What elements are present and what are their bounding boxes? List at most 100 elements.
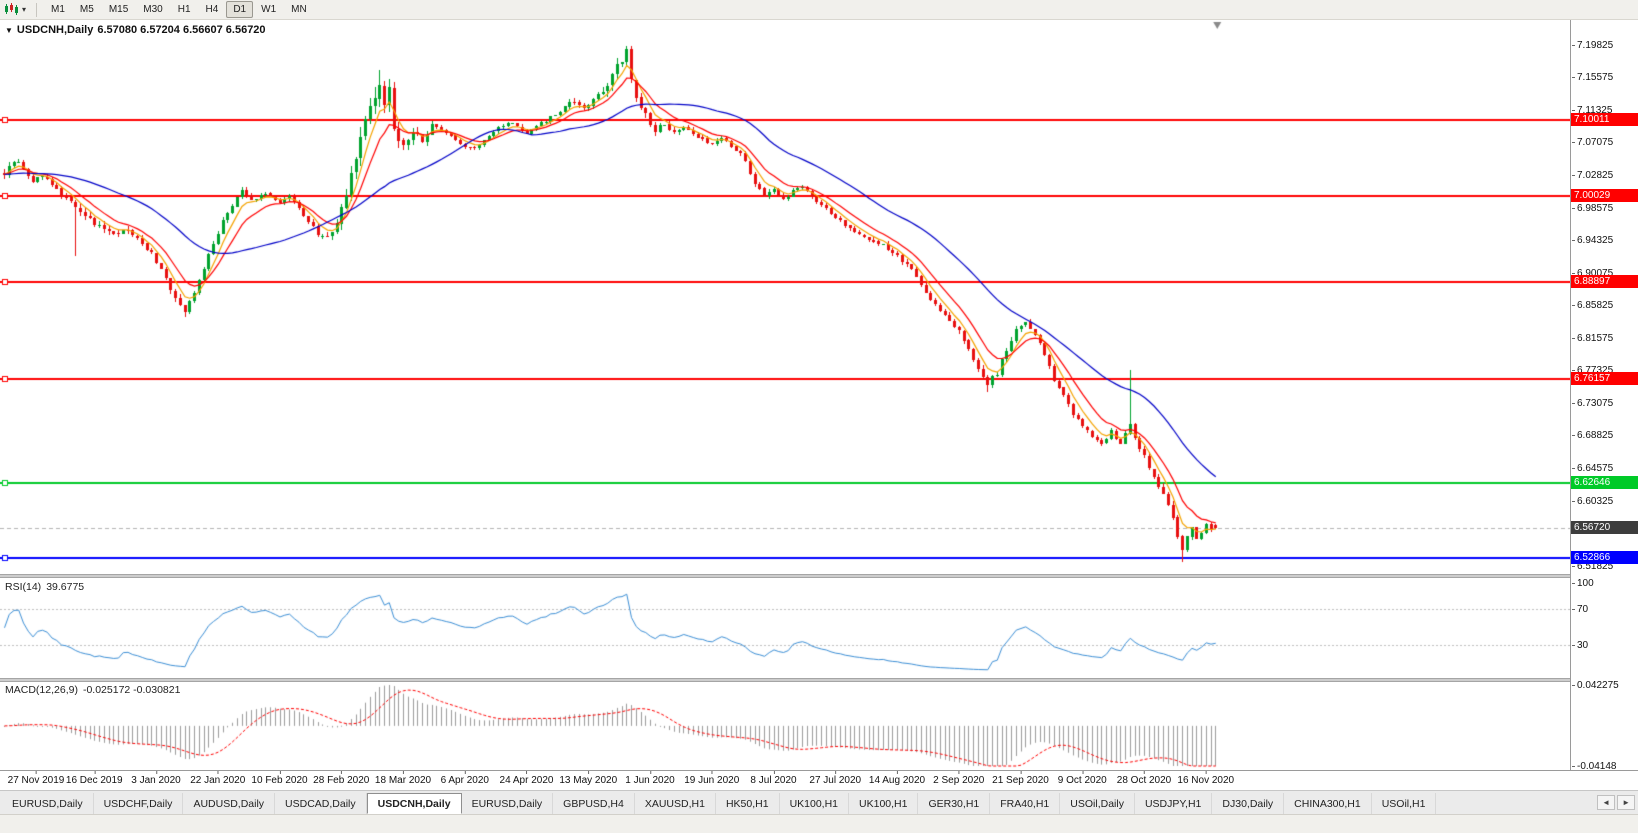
timeframe-button-m5[interactable]: M5: [79, 4, 94, 15]
current-price-badge: 6.56720: [1571, 521, 1638, 535]
timeframe-button-w1[interactable]: W1: [261, 4, 277, 15]
chart-tab-ger30-h1[interactable]: GER30,H1: [918, 793, 991, 814]
timeframe-button-m30[interactable]: M30: [143, 4, 163, 15]
date-axis-label: 18 Mar 2020: [374, 771, 432, 786]
macd-axis-label: 0.042275: [1572, 680, 1619, 691]
rsi-indicator-label: RSI(14) 39.6775: [5, 581, 89, 593]
price-axis-label: 7.15575: [1571, 72, 1614, 84]
date-axis-label: 24 Apr 2020: [499, 771, 554, 786]
price-axis-label: 7.07075: [1571, 137, 1614, 149]
timeframe-button-m1[interactable]: M1: [51, 4, 65, 15]
price-axis-label: 7.02825: [1571, 170, 1614, 181]
timeframe-button-h1[interactable]: H1: [177, 4, 191, 15]
rsi-axis-label: 100: [1572, 578, 1594, 589]
date-axis-label: 13 May 2020: [559, 771, 618, 786]
timeframe-button-h4[interactable]: H4: [205, 4, 219, 15]
macd-indicator-label: MACD(12,26,9) -0.025172 -0.030821: [5, 684, 185, 696]
toolbar-separator: [36, 2, 38, 17]
date-axis-label: 2 Sep 2020: [933, 771, 985, 786]
timeframe-button-d1[interactable]: D1: [226, 1, 254, 18]
price-axis-label: 6.73075: [1571, 397, 1614, 409]
date-axis[interactable]: 27 Nov 2019 16 Dec 2019 3 Jan 2020 22 Jan 2…: [0, 770, 1638, 790]
date-axis-label: 3 Jan 2020: [131, 771, 181, 786]
chart-tab-dj30-daily[interactable]: DJ30,Daily: [1212, 793, 1285, 814]
level-price-badge: 6.88897: [1571, 274, 1638, 288]
macd-values: -0.025172 -0.030821: [82, 684, 181, 696]
panel-splitter-rsi[interactable]: [0, 574, 1638, 578]
tab-scroll-buttons: ◄ ►: [1594, 791, 1638, 813]
date-axis-label: 16 Nov 2020: [1177, 771, 1235, 786]
chart-tab-usdchf-daily[interactable]: USDCHF,Daily: [94, 793, 184, 814]
chart-tab-fra40-h1[interactable]: FRA40,H1: [990, 793, 1061, 814]
price-chart-canvas[interactable]: [0, 20, 1570, 770]
date-axis-label: 1 Jun 2020: [625, 771, 675, 786]
chart-symbol-period: USDCNH,Daily: [16, 24, 94, 36]
date-axis-label: 19 Jun 2020: [684, 771, 740, 786]
chart-tab-usdcnh-daily[interactable]: USDCNH,Daily: [366, 793, 462, 814]
timeframe-button-mn[interactable]: MN: [291, 4, 307, 15]
chart-tab-usdjpy-h1[interactable]: USDJPY,H1: [1135, 793, 1213, 814]
level-price-badge: 7.10011: [1571, 112, 1638, 126]
rsi-value: 39.6775: [46, 581, 85, 593]
level-price-badge: 6.52866: [1571, 550, 1638, 564]
tab-scroll-right-icon[interactable]: ►: [1617, 794, 1635, 810]
chart-tab-eurusd-daily[interactable]: EURUSD,Daily: [2, 793, 94, 814]
date-axis-label: 6 Apr 2020: [440, 771, 489, 786]
chart-tab-xauusd-h1[interactable]: XAUUSD,H1: [635, 793, 716, 814]
timeframe-buttons: M1 M5 M15 M30 H1 H4 D1 W1 MN: [44, 1, 314, 18]
level-price-badge: 7.00029: [1571, 189, 1638, 203]
price-axis-label: 7.19825: [1571, 39, 1614, 51]
date-axis-label: 21 Sep 2020: [992, 771, 1049, 786]
chart-ohlc-values: 6.57080 6.57204 6.56607 6.56720: [97, 24, 266, 36]
macd-axis-label: -0.04148: [1571, 761, 1617, 772]
date-axis-label: 8 Jul 2020: [750, 771, 797, 786]
chart-type-dropdown-icon[interactable]: ▾: [22, 5, 27, 14]
date-axis-label: 9 Oct 2020: [1057, 771, 1107, 786]
chart-tab-eurusd-daily[interactable]: EURUSD,Daily: [462, 793, 554, 814]
price-axis[interactable]: 7.19825 7.15575 7.11325 7.07075 7.02825 6.985…: [1570, 20, 1638, 772]
price-axis-label: 6.68825: [1571, 430, 1614, 442]
date-axis-label: 10 Feb 2020: [251, 771, 308, 786]
rsi-axis-label: 70: [1571, 604, 1589, 616]
price-axis-label: 6.60325: [1571, 495, 1614, 507]
chart-tab-hk50-h1[interactable]: HK50,H1: [716, 793, 780, 814]
date-axis-label: 27 Nov 2019: [7, 771, 65, 786]
timeframe-button-m15[interactable]: M15: [108, 4, 129, 15]
date-axis-label: 16 Dec 2019: [65, 771, 123, 786]
panel-splitter-macd[interactable]: [0, 678, 1638, 682]
price-axis-label: 6.81575: [1571, 332, 1614, 344]
price-axis-label: 7.11325: [1571, 104, 1613, 116]
date-axis-label: 28 Feb 2020: [313, 771, 370, 786]
date-axis-label: 28 Oct 2020: [1116, 771, 1172, 786]
price-axis-label: 6.90075: [1571, 267, 1614, 279]
rsi-label: RSI(14): [5, 581, 42, 593]
chart-tab-usdcad-daily[interactable]: USDCAD,Daily: [275, 793, 367, 814]
chart-tab-usoil-daily[interactable]: USOil,Daily: [1060, 793, 1135, 814]
chart-tab-china300-h1[interactable]: CHINA300,H1: [1284, 793, 1372, 814]
candlestick-chart-icon[interactable]: [4, 3, 19, 16]
level-price-badge: 6.62646: [1571, 475, 1638, 489]
price-axis-label: 6.64575: [1571, 463, 1614, 475]
chart-legend: ▼ USDCNH,Daily 6.57080 6.57204 6.56607 6.5…: [5, 24, 270, 36]
chart-tab-uk100-h1[interactable]: UK100,H1: [780, 793, 850, 814]
chart-tab-usoil-h1[interactable]: USOil,H1: [1372, 793, 1437, 814]
chart-tab-uk100-h1[interactable]: UK100,H1: [849, 793, 919, 814]
chart-tab-audusd-daily[interactable]: AUDUSD,Daily: [183, 793, 276, 814]
date-axis-label: 22 Jan 2020: [190, 771, 246, 786]
chart-tabs-bar: EURUSD,Daily USDCHF,Daily AUDUSD,Daily USDC…: [0, 790, 1638, 814]
tab-scroll-left-icon[interactable]: ◄: [1597, 794, 1616, 810]
rsi-axis-label: 30: [1571, 639, 1589, 651]
date-axis-label: 14 Aug 2020: [868, 771, 926, 786]
chart-toolbar: ▾ M1 M5 M15 M30 H1 H4 D1 W1 MN: [0, 0, 1638, 20]
price-axis-label: 6.85825: [1571, 300, 1614, 312]
date-axis-label: 27 Jul 2020: [809, 771, 862, 786]
price-axis-label: 6.94325: [1571, 235, 1614, 247]
price-axis-label: 6.98575: [1571, 202, 1614, 214]
status-strip: [0, 814, 1638, 833]
macd-label: MACD(12,26,9): [5, 684, 78, 696]
chart-tab-gbpusd-h4[interactable]: GBPUSD,H4: [553, 793, 635, 814]
one-click-collapse-icon[interactable]: ▼: [5, 26, 13, 35]
price-axis-label: 6.77325: [1571, 365, 1614, 377]
level-price-badge: 6.76157: [1571, 372, 1638, 386]
